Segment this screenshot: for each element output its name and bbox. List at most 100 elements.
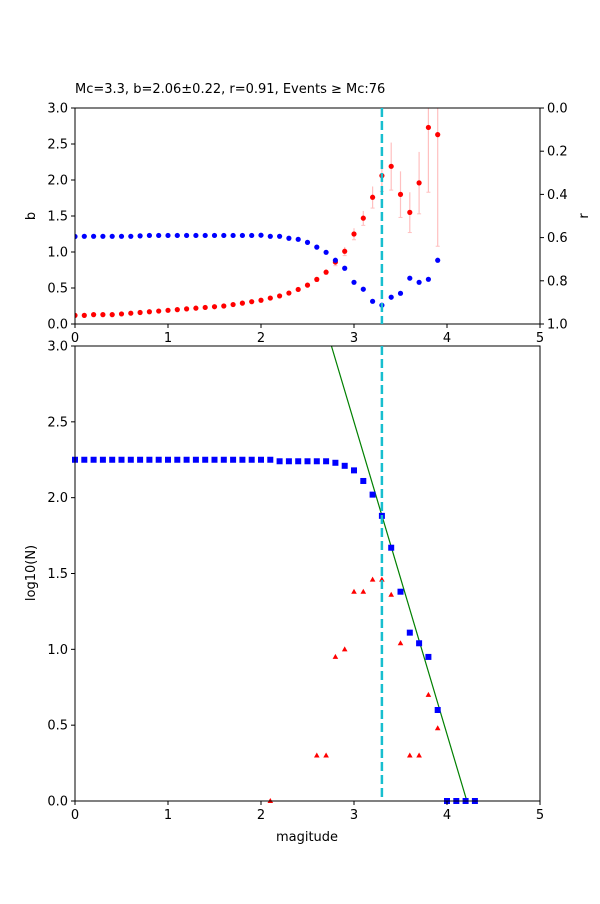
r-value-point [267, 233, 273, 239]
y-tick-label: 0.0 [47, 318, 68, 333]
noncumulative-count-point [416, 752, 422, 758]
cumulative-count-point [202, 456, 209, 463]
cumulative-count-point [174, 456, 181, 463]
b-value-point [360, 215, 366, 221]
b-value-point [221, 303, 227, 309]
r-value-point [370, 298, 376, 304]
cumulative-count-point [332, 459, 339, 466]
r-value-point [397, 290, 404, 296]
x-tick-label: 3 [350, 331, 358, 346]
y2-tick-label: 0.6 [547, 231, 568, 246]
b-value-point [425, 124, 431, 131]
top-y2-axis-label: r [577, 213, 592, 219]
x-tick-label: 3 [350, 808, 358, 823]
r-value-point [211, 232, 218, 239]
r-value-point [416, 279, 422, 285]
y-tick-label: 1.0 [47, 246, 68, 261]
x-tick-label: 1 [164, 331, 172, 346]
noncumulative-count-point [332, 653, 339, 659]
cumulative-count-point [220, 456, 227, 463]
x-tick-label: 4 [443, 331, 451, 346]
bottom-x-axis-label: magitude [276, 830, 338, 845]
top-plot-area [75, 108, 441, 318]
cumulative-count-point [192, 456, 199, 463]
x-tick-label: 1 [164, 808, 172, 823]
y2-tick-label: 0.0 [547, 102, 568, 117]
y-tick-label: 3.0 [47, 340, 68, 355]
r-value-point [295, 236, 301, 242]
cumulative-count-point [165, 456, 171, 463]
b-value-point [165, 307, 171, 313]
r-value-point [81, 233, 87, 239]
b-value-point [342, 248, 348, 254]
y-tick-label: 0.5 [47, 282, 68, 297]
cumulative-count-point [295, 458, 302, 465]
y-tick-label: 2.5 [47, 138, 68, 153]
noncumulative-count-point [379, 576, 385, 582]
x-tick-label: 5 [536, 331, 544, 346]
bottom-y-axis-label: log10(N) [24, 545, 39, 601]
b-value-point [295, 286, 301, 293]
b-value-point [75, 312, 78, 318]
b-value-point [202, 304, 208, 311]
cumulative-count-point [230, 456, 237, 463]
b-value-point [258, 297, 264, 303]
r-value-point [239, 232, 245, 239]
r-value-point [388, 294, 394, 300]
x-tick-label: 2 [257, 808, 265, 823]
b-value-point [370, 194, 376, 200]
b-value-point [416, 180, 422, 186]
y2-tick-label: 1.0 [547, 318, 568, 333]
cumulative-count-point [90, 456, 97, 463]
noncumulative-count-point [425, 691, 432, 697]
cumulative-count-point [351, 467, 357, 474]
x-tick-label: 2 [257, 331, 265, 346]
b-value-point [156, 308, 162, 314]
cumulative-count-point [146, 456, 153, 463]
b-value-point [407, 209, 413, 215]
b-value-point [128, 310, 134, 316]
axes-frame [74, 345, 541, 802]
cumulative-count-point [137, 456, 144, 463]
r-value-point [425, 276, 431, 282]
r-value-point [323, 249, 329, 255]
b-value-point [174, 307, 180, 313]
noncumulative-count-point [407, 752, 413, 758]
b-value-point [81, 312, 87, 318]
r-value-point [109, 233, 115, 239]
cumulative-count-point [341, 462, 348, 469]
b-value-point [304, 282, 311, 288]
r-value-point [221, 232, 227, 239]
b-value-point [351, 231, 357, 237]
r-value-point [137, 233, 143, 239]
bottom-plot-area [330, 346, 468, 801]
noncumulative-count-point [341, 646, 348, 652]
b-value-point [397, 191, 404, 197]
cumulative-count-point [109, 456, 116, 463]
x-tick-label: 5 [536, 808, 544, 823]
noncumulative-count-point [369, 576, 376, 582]
r-value-point [342, 265, 348, 271]
r-value-point [351, 279, 357, 285]
b-value-point [239, 300, 245, 306]
r-value-point [249, 232, 255, 239]
cumulative-count-point [425, 653, 432, 660]
cumulative-count-point [267, 456, 274, 463]
b-value-point [435, 132, 441, 138]
b-value-point [100, 312, 106, 318]
x-tick-label: 0 [71, 331, 79, 346]
r-value-point [230, 232, 236, 239]
b-value-point [193, 305, 199, 311]
axes-frame [74, 107, 541, 325]
cumulative-count-point [285, 458, 292, 465]
cumulative-count-point [99, 456, 106, 463]
b-value-point [109, 312, 115, 318]
r-value-point [258, 232, 264, 238]
b-value-point [137, 309, 143, 316]
cumulative-count-point [313, 458, 320, 465]
cumulative-count-point [434, 707, 441, 713]
noncumulative-count-point [323, 752, 329, 758]
r-value-point [146, 232, 152, 239]
r-value-point [277, 233, 283, 239]
cumulative-count-point [388, 544, 395, 551]
